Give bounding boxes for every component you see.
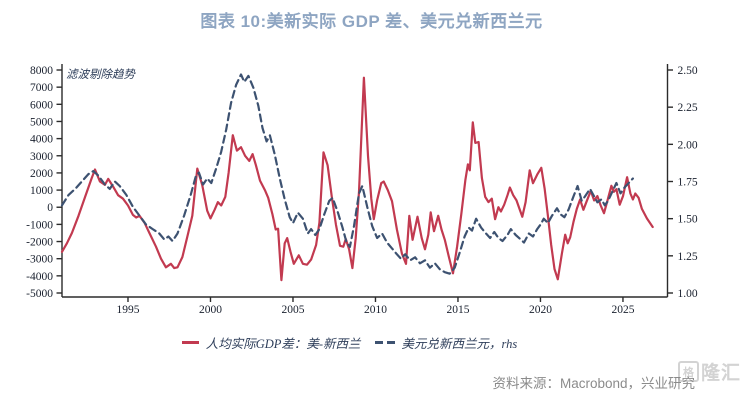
y-left-tick-label: 8000: [30, 65, 53, 77]
y-right-tick-label: 1.00: [678, 288, 698, 300]
chart-title: 图表 10:美新实际 GDP 差、美元兑新西兰元: [200, 12, 543, 31]
y-left-tick-label: -3000: [26, 254, 53, 266]
y-left-tick-label: 6000: [30, 99, 53, 111]
legend-item-gdp-diff: 人均实际GDP差：美-新西兰: [181, 333, 361, 352]
legend-label: 人均实际GDP差：美-新西兰: [205, 337, 361, 351]
y-left-tick-label: -4000: [26, 271, 53, 283]
y-right-tick-label: 2.50: [678, 65, 698, 77]
y-left-tick-label: 0: [47, 202, 53, 214]
solid-line-swatch-icon: [181, 341, 199, 344]
y-right-tick-label: 1.25: [678, 251, 698, 263]
x-tick-label: 2020: [529, 304, 552, 316]
y-left-tick-label: 3000: [30, 151, 53, 163]
x-tick-label: 2025: [611, 304, 634, 316]
y-left-tick-label: -5000: [26, 288, 53, 300]
x-tick-label: 2000: [199, 304, 222, 316]
y-left-tick-label: 4000: [30, 134, 53, 146]
x-tick-label: 2005: [281, 304, 304, 316]
series-line-gdp-diff: [60, 76, 654, 282]
watermark-text: 隆汇: [700, 363, 741, 384]
series-line-usdnzd: [60, 73, 634, 275]
y-left-tick-label: 7000: [30, 82, 53, 94]
x-tick-label: 2015: [446, 304, 469, 316]
data-source-note: 资料来源：Macrobond，兴业研究: [492, 376, 695, 391]
y-left-tick-label: 5000: [30, 116, 53, 128]
y-right-tick-label: 1.50: [678, 214, 698, 226]
x-tick-label: 1995: [116, 304, 139, 316]
y-left-tick-label: 1000: [30, 185, 53, 197]
y-left-tick-label: 2000: [30, 168, 53, 180]
y-left-tick-label: -1000: [26, 219, 53, 231]
x-tick-label: 2010: [364, 304, 387, 316]
y-right-tick-label: 2.25: [678, 102, 698, 114]
chart-plot-area: 8000 7000 6000 5000 4000 3000 2000 1000 0 -1000 -2…: [26, 64, 698, 316]
legend-item-usdnzd: 美元兑新西兰元，rhs: [374, 333, 518, 352]
plot-annotation: 滤波剔除趋势: [66, 68, 136, 81]
chart-legend: 人均实际GDP差：美-新西兰 美元兑新西兰元，rhs: [0, 333, 721, 352]
y-right-tick-label: 2.00: [678, 139, 698, 151]
y-left-tick-label: -2000: [26, 237, 53, 249]
legend-label: 美元兑新西兰元，rhs: [401, 337, 518, 351]
y-right-tick-label: 1.75: [678, 177, 698, 189]
dashed-line-swatch-icon: [374, 341, 395, 344]
